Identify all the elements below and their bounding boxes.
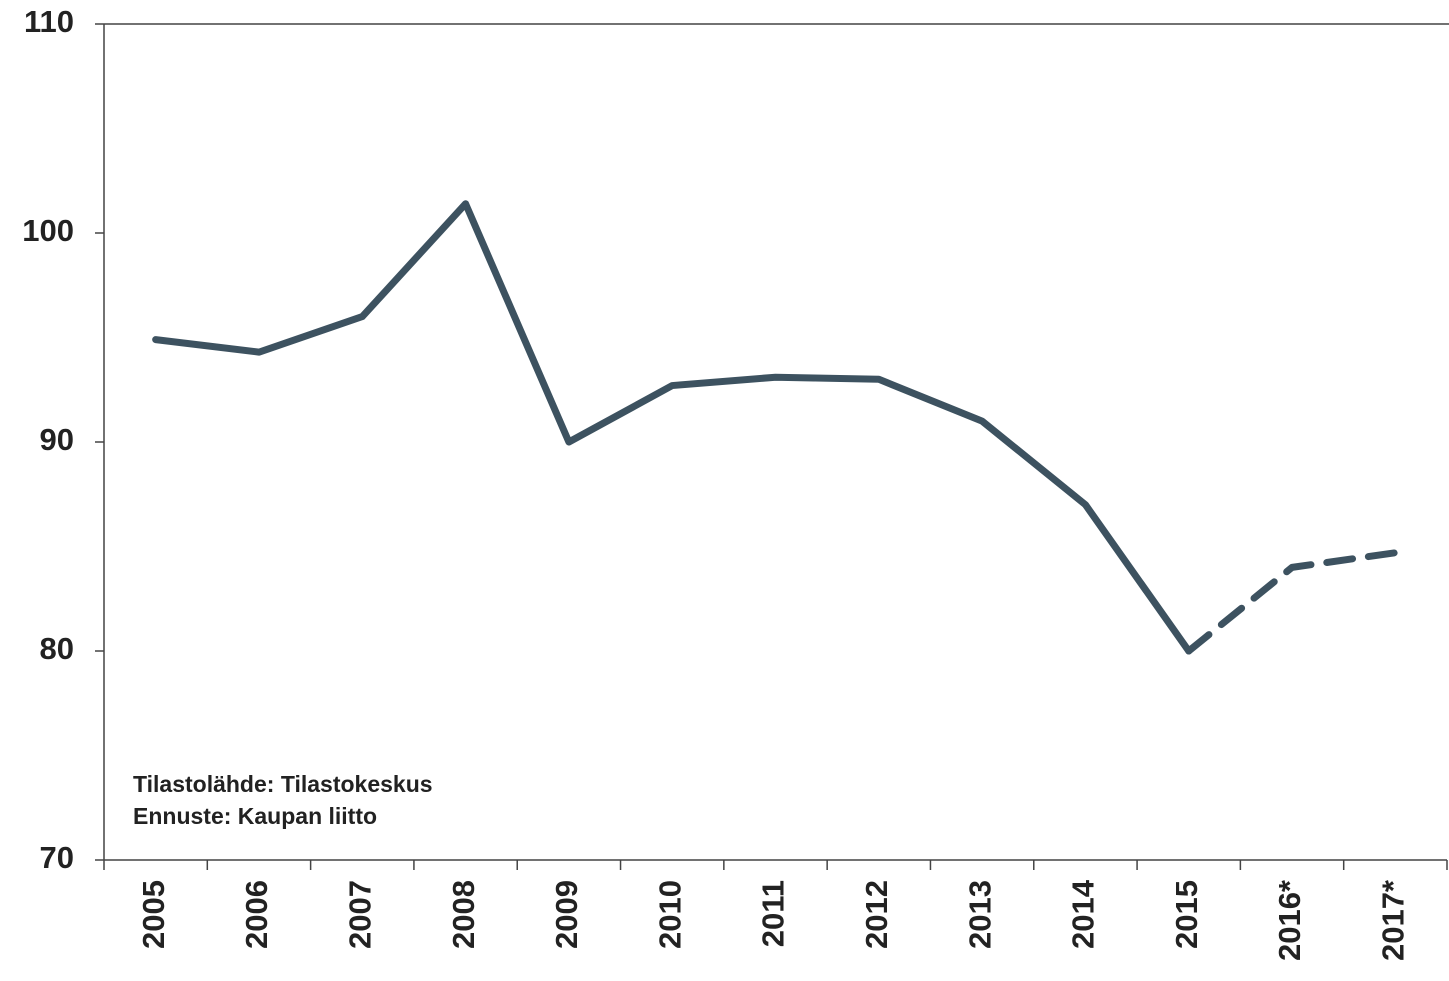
- x-tick-label: 2013: [962, 880, 997, 949]
- line: [1185, 549, 1399, 655]
- x-tick-label: 2005: [136, 880, 171, 949]
- y-tick-label: 80: [40, 631, 74, 666]
- x-tick-label: 2006: [239, 880, 274, 949]
- x-tick-label: 2015: [1169, 880, 1204, 949]
- annotation: Tilastolähde: Tilastokeskus: [133, 771, 433, 797]
- y-tick-label: 110: [24, 4, 74, 39]
- x-tick-label: 2010: [652, 880, 687, 949]
- x-tick-label: 2016*: [1272, 879, 1307, 961]
- x-tick-label: 2011: [756, 880, 791, 947]
- y-tick-label: 100: [22, 213, 74, 248]
- x-tick-label: 2017*: [1376, 879, 1411, 961]
- y-tick-label: 70: [40, 840, 74, 875]
- annotation: Ennuste: Kaupan liitto: [133, 803, 377, 829]
- x-tick-label: 2007: [342, 880, 377, 949]
- x-tick-label: 2009: [549, 880, 584, 949]
- x-tick-label: 2008: [446, 880, 481, 949]
- line: [152, 200, 1193, 655]
- x-tick-label: 2012: [859, 880, 894, 949]
- x-tick-label: 2014: [1066, 879, 1101, 949]
- y-tick-label: 90: [40, 422, 74, 457]
